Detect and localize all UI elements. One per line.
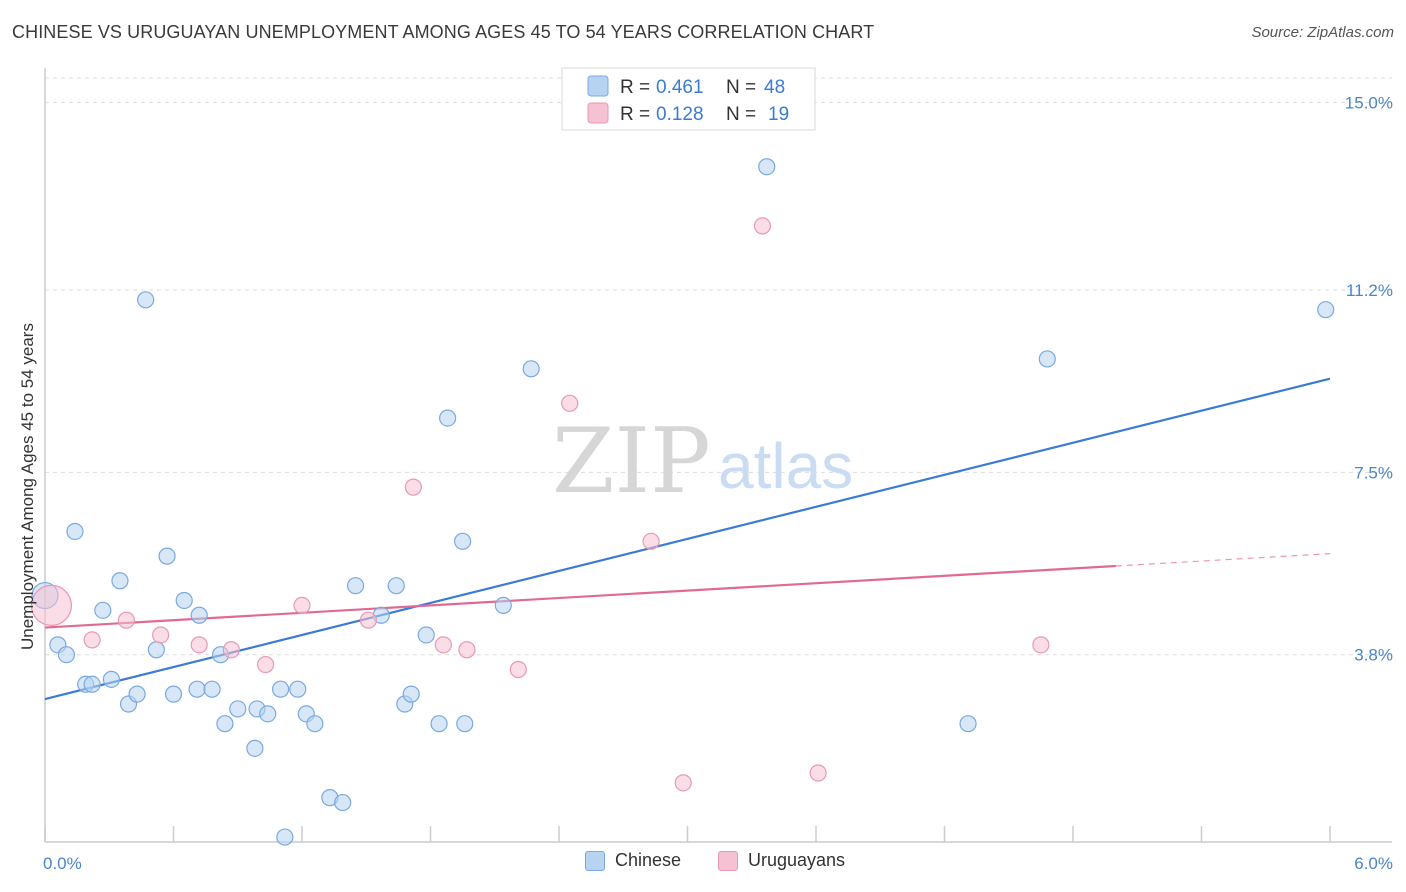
chinese-point-32 <box>346 577 365 595</box>
chinese-point-25 <box>271 680 290 698</box>
chinese-point-44 <box>758 158 776 176</box>
gridlines <box>45 77 1392 656</box>
watermark-zip: ZIP <box>552 409 711 514</box>
y-tick-label-2: 11.2% <box>1346 281 1393 300</box>
chinese-point-24 <box>259 705 277 723</box>
uruguayan-point-13 <box>561 394 579 412</box>
uruguayan-point-3 <box>152 626 170 644</box>
y-tick-label-3: 15.0% <box>1345 94 1393 113</box>
bottom-legend-uruguayan: Uruguayans <box>718 850 845 871</box>
uruguayan-point-9 <box>404 478 422 496</box>
chinese-point-10 <box>128 685 146 703</box>
chinese-point-41 <box>456 715 474 733</box>
trend-lines <box>44 377 1331 701</box>
uruguayan-point-6 <box>256 655 275 674</box>
legend-chinese-n-value: 48 <box>764 77 785 98</box>
bottom-legend-swatch-uruguayan <box>718 850 738 871</box>
legend-uruguayan-r-value: 0.128 <box>656 104 704 125</box>
chinese-point-21 <box>229 700 247 718</box>
uruguayan-point-15 <box>674 774 692 792</box>
x-tick-label-max: 6.0% <box>1354 854 1393 873</box>
chinese-point-20 <box>216 715 234 733</box>
chinese-point-45 <box>959 715 977 733</box>
legend-swatch-chinese <box>587 75 609 97</box>
bottom-legend-chinese: Chinese <box>585 850 681 871</box>
chinese-point-40 <box>454 532 472 550</box>
chinese-point-37 <box>417 626 435 644</box>
x-tick-label-min: 0.0% <box>43 854 82 873</box>
chinese-point-6 <box>94 601 112 619</box>
legend-chinese-r-label: R = <box>620 77 650 98</box>
legend-uruguayan-r-label: R = <box>620 104 650 125</box>
uruguayan-point-4 <box>190 636 208 654</box>
chinese-point-42 <box>494 596 512 615</box>
uruguayan-point-10 <box>434 636 452 654</box>
top-legend: R = 0.461 N = 48 R = 0.128 N = 19 <box>561 67 816 131</box>
chinese-point-7 <box>102 670 120 688</box>
chart-title: CHINESE VS URUGUAYAN UNEMPLOYMENT AMONG … <box>12 22 875 42</box>
uruguayan-trend-extension <box>1115 553 1331 567</box>
axes <box>44 68 1392 843</box>
uruguayan-point-14 <box>642 532 660 550</box>
uruguayan-point-18 <box>1032 636 1050 654</box>
chinese-point-38 <box>430 715 448 733</box>
tick-labels: 3.8% 7.5% 11.2% 15.0% 0.0% 6.0% <box>43 94 1393 873</box>
uruguayan-point-2 <box>117 611 135 629</box>
chinese-point-17 <box>190 606 208 624</box>
chinese-point-34 <box>387 577 405 595</box>
chinese-point-26 <box>276 828 294 846</box>
data-points <box>30 158 1335 846</box>
chinese-point-5 <box>83 675 101 693</box>
bottom-legend-swatch-chinese <box>585 850 605 871</box>
chinese-point-15 <box>175 591 193 610</box>
watermark: ZIP atlas <box>552 409 853 514</box>
uruguayan-point-5 <box>222 641 240 659</box>
bottom-legend: Chinese Uruguayans <box>0 850 1406 880</box>
uruguayan-point-1 <box>83 631 101 649</box>
y-axis-label: Unemployment Among Ages 45 to 54 years <box>18 323 37 650</box>
chinese-point-46 <box>1038 350 1056 368</box>
y-tick-label-1: 7.5% <box>1354 463 1393 482</box>
watermark-atlas: atlas <box>718 430 853 502</box>
uruguayan-point-11 <box>458 641 476 659</box>
chinese-point-12 <box>147 641 165 659</box>
chinese-point-43 <box>522 360 540 378</box>
chinese-point-29 <box>306 715 324 733</box>
chinese-point-36 <box>402 685 420 703</box>
legend-uruguayan-n-value: 19 <box>768 104 789 125</box>
bottom-legend-label-uruguayan: Uruguayans <box>748 850 846 870</box>
chinese-point-31 <box>334 793 352 812</box>
uruguayan-point-17 <box>809 764 827 782</box>
chinese-point-39 <box>439 409 457 427</box>
chinese-trend-line <box>44 377 1331 701</box>
chinese-point-14 <box>164 685 183 703</box>
legend-uruguayan-n-label: N = <box>726 104 756 125</box>
legend-chinese-n-label: N = <box>726 77 756 98</box>
chinese-point-3 <box>66 522 84 541</box>
uruguayan-point-16 <box>753 217 772 235</box>
uruguayan-point-8 <box>359 611 377 629</box>
bottom-legend-label-chinese: Chinese <box>615 850 682 870</box>
chinese-point-11 <box>137 291 155 309</box>
chinese-point-27 <box>289 680 307 698</box>
chinese-point-18 <box>203 680 221 698</box>
uruguayan-trend-line <box>44 564 1116 629</box>
chinese-point-22 <box>246 739 264 757</box>
legend-swatch-uruguayan <box>587 102 609 124</box>
chinese-point-8 <box>111 572 129 590</box>
uruguayan-point-0 <box>30 584 73 627</box>
chinese-point-13 <box>158 547 176 565</box>
y-tick-label-0: 3.8% <box>1354 646 1393 665</box>
chinese-point-16 <box>188 680 206 698</box>
uruguayan-point-7 <box>293 596 311 615</box>
chinese-point-2 <box>57 646 76 664</box>
legend-chinese-r-value: 0.461 <box>656 77 704 98</box>
source-label: Source: ZipAtlas.com <box>1251 24 1394 41</box>
uruguayan-point-12 <box>509 660 527 679</box>
chinese-point-47 <box>1317 301 1335 319</box>
